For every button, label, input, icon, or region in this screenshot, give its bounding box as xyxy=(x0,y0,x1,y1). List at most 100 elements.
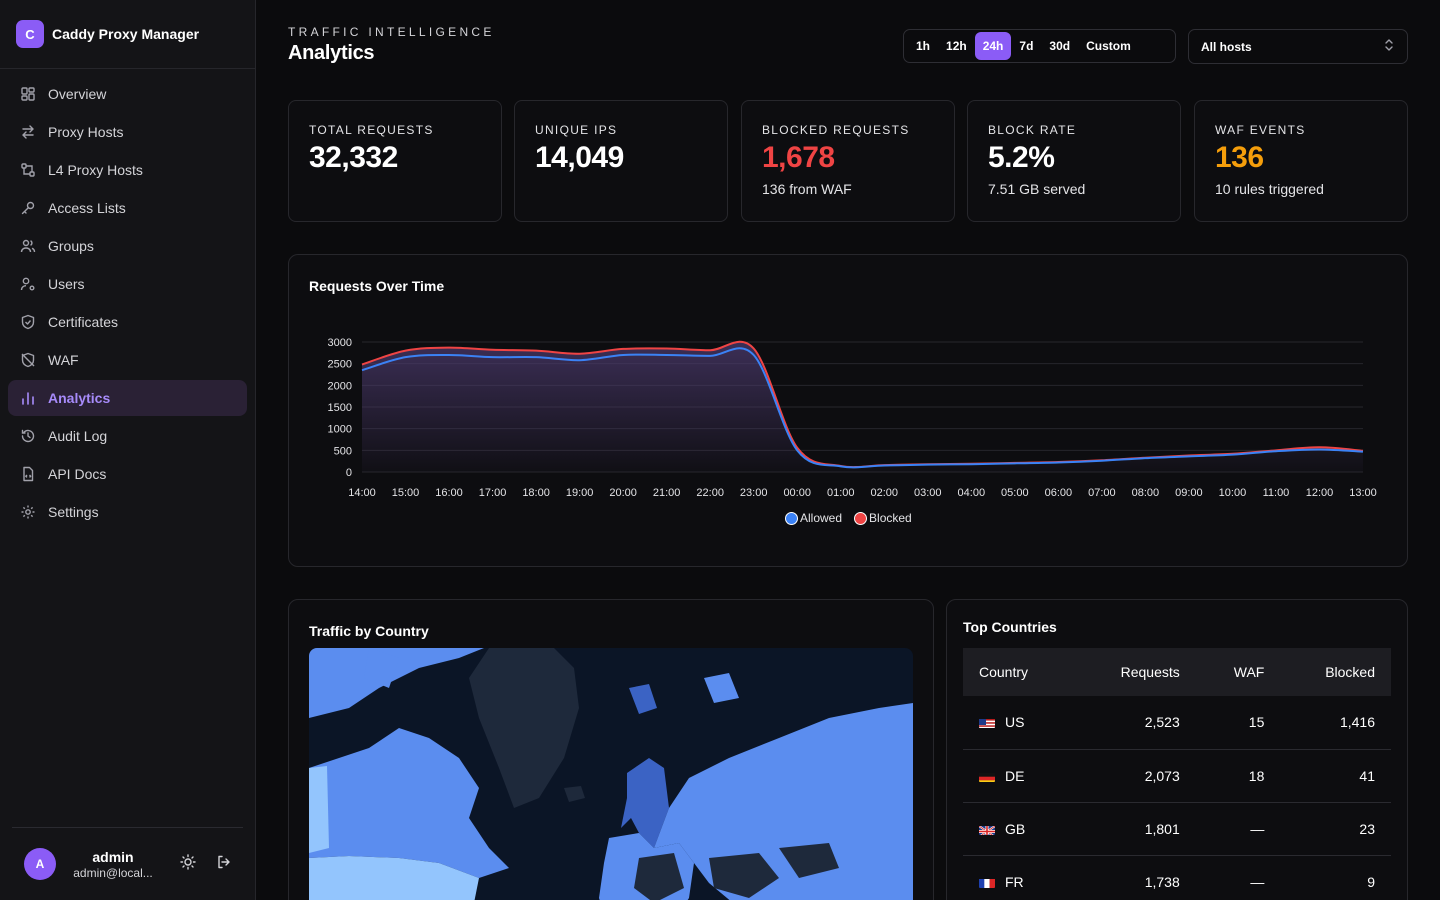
blocked-cell: 9 xyxy=(1280,855,1391,900)
sidebar-item-proxy-hosts[interactable]: Proxy Hosts xyxy=(8,114,247,150)
x-tick-label: 12:00 xyxy=(1306,487,1334,499)
sidebar-item-label: Proxy Hosts xyxy=(48,124,124,140)
legend-label: Blocked xyxy=(869,511,912,525)
brand[interactable]: C Caddy Proxy Manager xyxy=(0,0,255,69)
users-group-icon xyxy=(20,238,36,254)
column-header-country[interactable]: Country xyxy=(963,648,1073,696)
grid-icon xyxy=(20,86,36,102)
x-tick-label: 14:00 xyxy=(348,487,376,499)
map-region-scandinavia xyxy=(621,758,669,848)
panel-title: Top Countries xyxy=(963,619,1057,635)
x-tick-label: 20:00 xyxy=(609,487,637,499)
sidebar-item-users[interactable]: Users xyxy=(8,266,247,302)
stat-subtext: 10 rules triggered xyxy=(1215,181,1324,197)
x-tick-label: 17:00 xyxy=(479,487,507,499)
x-tick-label: 13:00 xyxy=(1349,487,1377,499)
avatar[interactable]: A xyxy=(24,848,56,880)
column-header-blocked[interactable]: Blocked xyxy=(1280,648,1391,696)
y-tick-label: 500 xyxy=(334,445,352,457)
sidebar-item-label: Analytics xyxy=(48,390,111,406)
stat-value: 5.2% xyxy=(988,141,1055,174)
theme-toggle-button[interactable] xyxy=(176,852,200,876)
range-7d-button[interactable]: 7d xyxy=(1019,39,1034,53)
code-file-icon xyxy=(20,466,36,482)
country-cell: US xyxy=(963,696,1073,750)
host-select[interactable]: All hosts xyxy=(1188,29,1408,64)
range-1h-button[interactable]: 1h xyxy=(916,39,931,53)
x-tick-label: 15:00 xyxy=(392,487,420,499)
range-custom-button[interactable]: Custom xyxy=(1086,39,1131,53)
user-panel: A admin admin@local... xyxy=(12,827,243,900)
gear-icon xyxy=(20,504,36,520)
requests-area-chart[interactable]: 3000 2500 2000 1500 1000 500 0 14:00 15:00 16:00… xyxy=(289,325,1408,565)
legend-label: Allowed xyxy=(800,511,843,525)
shield-check-icon xyxy=(20,314,36,330)
legend-item-blocked[interactable]: Blocked xyxy=(854,511,912,525)
shield-off-icon xyxy=(20,352,36,368)
country-cell: DE xyxy=(963,749,1073,803)
app-name: Caddy Proxy Manager xyxy=(52,26,200,42)
sidebar-item-groups[interactable]: Groups xyxy=(8,228,247,264)
x-tick-label: 16:00 xyxy=(435,487,463,499)
country-map-panel: Traffic by Country xyxy=(288,599,934,900)
country-code: US xyxy=(1005,714,1025,731)
sidebar-item-waf[interactable]: WAF xyxy=(8,342,247,378)
sidebar-item-label: L4 Proxy Hosts xyxy=(48,162,143,178)
waf-cell: — xyxy=(1195,802,1281,856)
logout-button[interactable] xyxy=(212,852,236,876)
table-row[interactable]: US 2,523 15 1,416 xyxy=(963,696,1391,750)
country-code: FR xyxy=(1005,873,1024,890)
sun-icon xyxy=(180,853,196,875)
range-24h-button[interactable]: 24h xyxy=(974,32,1012,60)
x-tick-label: 19:00 xyxy=(566,487,594,499)
x-tick-label: 04:00 xyxy=(958,487,986,499)
y-tick-label: 2000 xyxy=(328,380,352,392)
sidebar-item-label: Audit Log xyxy=(48,428,108,444)
column-header-waf[interactable]: WAF xyxy=(1195,648,1281,696)
range-30d-button[interactable]: 30d xyxy=(1049,39,1071,53)
column-header-requests[interactable]: Requests xyxy=(1072,648,1196,696)
map-region-alaska xyxy=(309,766,329,853)
stat-label: UNIQUE IPS xyxy=(535,123,618,137)
x-tick-label: 21:00 xyxy=(653,487,681,499)
stat-card-unique-ips: UNIQUE IPS 14,049 xyxy=(514,100,728,222)
series-line-allowed[interactable] xyxy=(361,347,1364,469)
stat-value: 14,049 xyxy=(535,141,624,174)
y-tick-label: 1500 xyxy=(328,402,352,414)
series-area-fill xyxy=(362,341,1363,472)
sidebar-item-settings[interactable]: Settings xyxy=(8,494,247,530)
table-row[interactable]: FR 1,738 — 9 xyxy=(963,855,1391,900)
stat-card-blocked-requests: BLOCKED REQUESTS 1,678 136 from WAF xyxy=(741,100,955,222)
legend-item-allowed[interactable]: Allowed xyxy=(785,511,842,525)
stat-label: TOTAL REQUESTS xyxy=(309,123,434,137)
x-tick-label: 07:00 xyxy=(1088,487,1116,499)
x-tick-label: 05:00 xyxy=(1001,487,1029,499)
sidebar-item-audit-log[interactable]: Audit Log xyxy=(8,418,247,454)
x-tick-label: 09:00 xyxy=(1175,487,1203,499)
sidebar-item-access-lists[interactable]: Access Lists xyxy=(8,190,247,226)
sidebar-item-analytics[interactable]: Analytics xyxy=(8,380,247,416)
table-row[interactable]: DE 2,073 18 41 xyxy=(963,749,1391,803)
panel-title: Requests Over Time xyxy=(309,278,445,294)
x-tick-label: 00:00 xyxy=(783,487,811,499)
waf-cell: 18 xyxy=(1195,749,1281,803)
key-icon xyxy=(20,200,36,216)
stat-subtext: 136 from WAF xyxy=(762,181,852,197)
requests-cell: 1,801 xyxy=(1072,802,1196,856)
stat-label: BLOCKED REQUESTS xyxy=(762,123,910,137)
range-12h-button[interactable]: 12h xyxy=(946,39,967,53)
stat-card-total-requests: TOTAL REQUESTS 32,332 xyxy=(288,100,502,222)
stat-card-waf-events: WAF EVENTS 136 10 rules triggered xyxy=(1194,100,1408,222)
sidebar-item-overview[interactable]: Overview xyxy=(8,76,247,112)
y-tick-label: 0 xyxy=(346,467,352,479)
sidebar-item-api-docs[interactable]: API Docs xyxy=(8,456,247,492)
stat-value: 136 xyxy=(1215,141,1264,174)
sidebar-item-certificates[interactable]: Certificates xyxy=(8,304,247,340)
world-map[interactable] xyxy=(309,648,913,900)
sidebar-item-l4-proxy-hosts[interactable]: L4 Proxy Hosts xyxy=(8,152,247,188)
table-row[interactable]: GB 1,801 — 23 xyxy=(963,802,1391,856)
sidebar-item-label: Groups xyxy=(48,238,94,254)
time-range-selector: 1h 12h 24h 7d 30d Custom xyxy=(903,29,1176,63)
y-tick-label: 3000 xyxy=(328,337,352,349)
map-region-novaya-zemlya xyxy=(704,673,739,703)
